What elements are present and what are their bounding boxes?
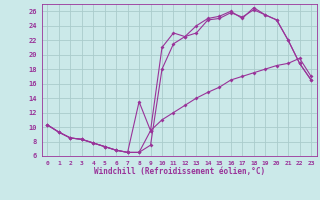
X-axis label: Windchill (Refroidissement éolien,°C): Windchill (Refroidissement éolien,°C) [94,167,265,176]
